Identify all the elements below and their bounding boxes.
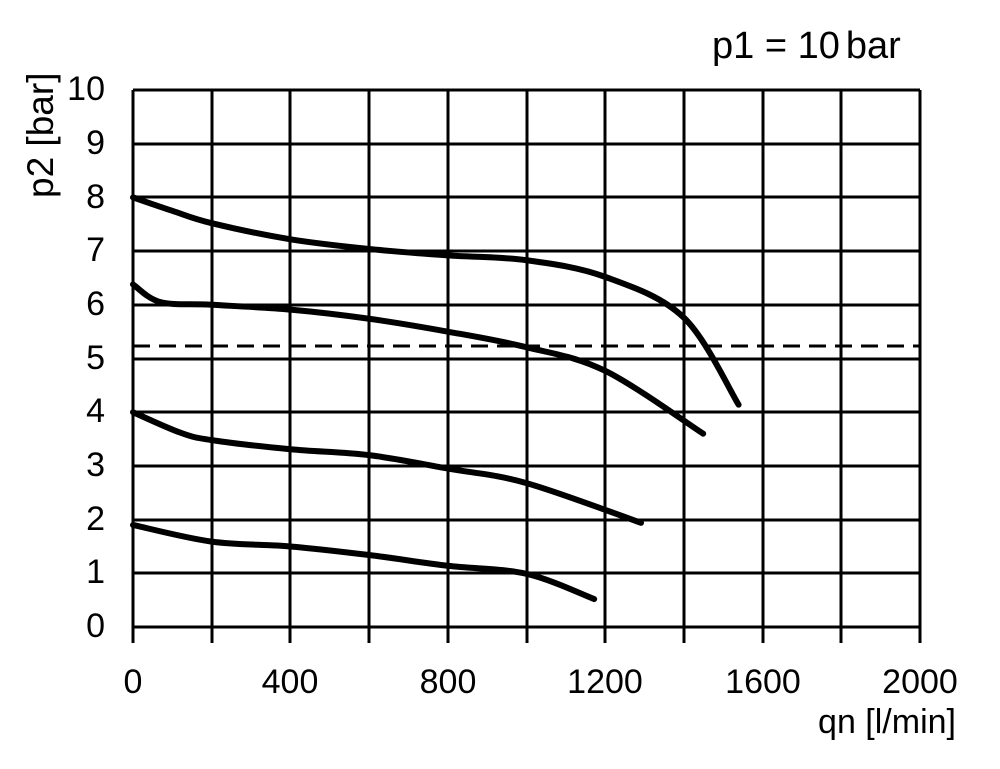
svg-text:9: 9 [86,124,105,162]
svg-text:5: 5 [86,339,105,377]
svg-text:6: 6 [86,285,105,323]
svg-text:p2 [bar]: p2 [bar] [20,73,61,198]
svg-text:1: 1 [86,553,105,591]
svg-text:3: 3 [86,446,105,484]
svg-text:800: 800 [420,663,477,701]
svg-text:qn [l/min]: qn [l/min] [818,703,956,741]
svg-text:1600: 1600 [725,663,801,701]
svg-text:4: 4 [86,392,105,430]
svg-text:2: 2 [86,500,105,538]
svg-text:1200: 1200 [567,663,643,701]
svg-text:0: 0 [86,607,105,645]
svg-text:8: 8 [86,178,105,216]
svg-text:400: 400 [262,663,319,701]
svg-text:0: 0 [124,663,143,701]
svg-text:10: 10 [67,70,105,108]
svg-text:2000: 2000 [882,663,958,701]
svg-text:7: 7 [86,231,105,269]
